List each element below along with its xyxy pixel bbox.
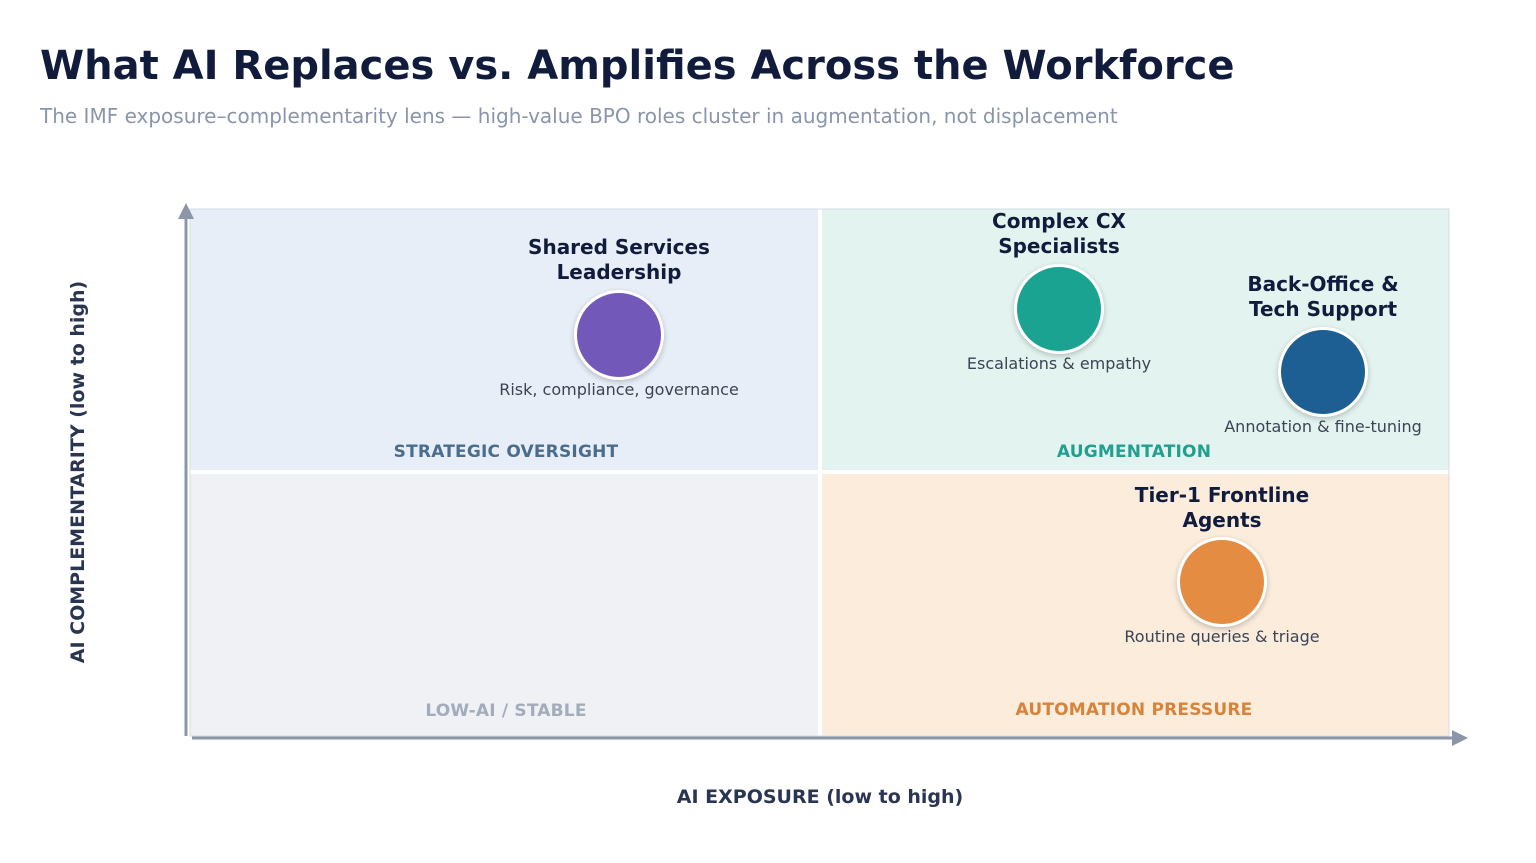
role-note-tier1-frontline: Routine queries & triage [1124,627,1320,646]
quadrant-label-low-ai-stable: LOW-AI / STABLE [425,701,587,721]
role-bubble-back-office [1278,327,1368,417]
role-title-line: Shared Services [528,235,710,259]
matrix-outline [189,208,1450,737]
role-title-back-office: Back-Office & Tech Support [1247,272,1398,322]
role-note-complex-cx: Escalations & empathy [966,354,1152,373]
role-bubble-shared-services [574,290,664,380]
x-axis-label: AI EXPOSURE (low to high) [676,786,964,808]
quadrant-strategic-oversight-bg [190,209,820,472]
role-title-line: Tier-1 Frontline [1134,483,1310,507]
role-title-tier1-frontline: Tier-1 Frontline Agents [1135,483,1309,533]
quadrant-label-automation-pressure: AUTOMATION PRESSURE [1015,700,1253,720]
quadrant-automation-pressure-bg [820,472,1449,736]
quadrant-label-strategic-oversight: STRATEGIC OVERSIGHT [393,442,619,462]
role-title-line: Leadership [556,260,682,284]
quadrant-label-augmentation: AUGMENTATION [1056,442,1212,462]
x-axis-arrow [1452,730,1468,746]
role-title-line: Back-Office & [1247,272,1399,296]
role-title-line: Agents [1182,508,1262,532]
y-axis-arrow [178,203,194,219]
role-bubble-complex-cx [1014,264,1104,354]
page-subtitle: The IMF exposure–complementarity lens — … [40,104,1118,128]
role-note-back-office: Annotation & fine-tuning [1224,417,1422,436]
page-title: What AI Replaces vs. Amplifies Across th… [40,43,1235,89]
role-title-line: Specialists [998,234,1120,258]
quadrant-low-ai-stable-bg [190,472,820,736]
y-axis-label: AI COMPLEMENTARITY (low to high) [67,280,89,664]
role-title-shared-services: Shared Services Leadership [528,235,710,285]
role-title-complex-cx: Complex CX Specialists [992,209,1126,259]
role-title-line: Complex CX [992,209,1126,233]
role-title-line: Tech Support [1248,297,1398,321]
role-bubble-tier1-frontline [1177,537,1267,627]
role-note-shared-services: Risk, compliance, governance [499,380,739,399]
